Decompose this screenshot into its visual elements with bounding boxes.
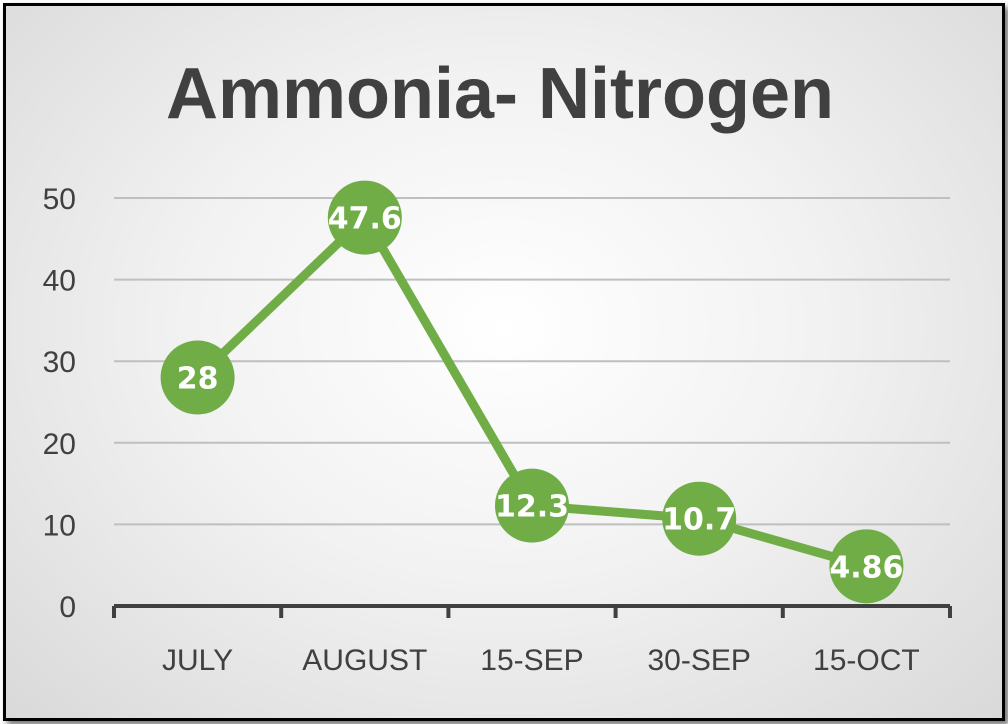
data-labels: 28 47.6 12.3 10.7 4.86 <box>177 202 904 586</box>
x-tick-label: 15-SEP <box>480 644 583 677</box>
y-tick-label: 20 <box>43 428 76 461</box>
y-tick-label: 30 <box>43 346 76 379</box>
data-point <box>495 468 569 543</box>
data-label: 47.6 <box>328 202 402 237</box>
x-tick-label: JULY <box>162 644 233 677</box>
data-label: 12.3 <box>495 490 569 525</box>
data-point <box>662 481 737 556</box>
y-tick-label: 40 <box>43 265 76 298</box>
y-tick-label: 0 <box>59 591 76 624</box>
y-tick-label: 10 <box>43 509 76 542</box>
data-point <box>327 180 402 255</box>
data-label: 10.7 <box>662 503 736 538</box>
x-tick-label: 30-SEP <box>648 644 751 677</box>
data-label: 4.86 <box>829 550 903 585</box>
data-point <box>829 529 904 604</box>
data-point <box>160 340 235 415</box>
x-axis <box>112 604 952 618</box>
x-tick-label: AUGUST <box>302 644 427 677</box>
y-axis-ticks: 0 10 20 30 40 50 <box>43 183 76 624</box>
data-markers <box>160 180 904 604</box>
y-tick-label: 50 <box>43 183 76 216</box>
x-tick-label: 15-OCT <box>813 644 920 677</box>
x-axis-ticks: JULY AUGUST 15-SEP 30-SEP 15-OCT <box>162 644 920 677</box>
gridlines <box>114 197 950 526</box>
chart-title: Ammonia- Nitrogen <box>166 54 834 134</box>
data-label: 28 <box>177 362 219 397</box>
